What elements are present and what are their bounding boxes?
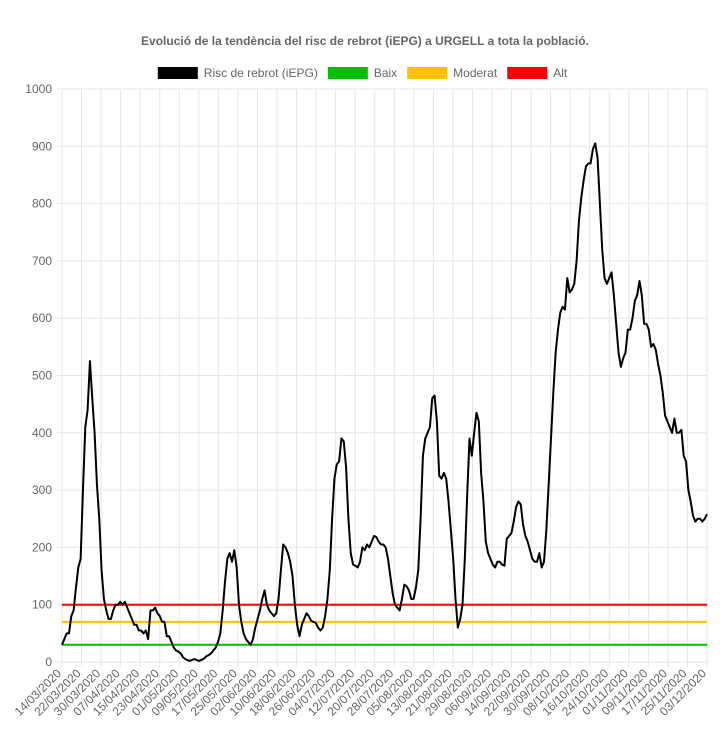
y-tick-label: 1000: [25, 82, 52, 96]
y-tick-label: 600: [32, 311, 52, 325]
chart-title: Evolució de la tendència del risc de reb…: [141, 34, 589, 48]
y-tick-label: 700: [32, 254, 52, 268]
y-tick-label: 100: [32, 598, 52, 612]
y-tick-label: 0: [45, 655, 52, 669]
y-tick-label: 800: [32, 197, 52, 211]
legend-label: Moderat: [453, 66, 498, 80]
y-tick-label: 500: [32, 369, 52, 383]
y-tick-label: 400: [32, 426, 52, 440]
y-tick-label: 300: [32, 483, 52, 497]
legend-swatch: [157, 67, 198, 79]
y-tick-label: 900: [32, 139, 52, 153]
legend: Risc de rebrot (iEPG) Baix Moderat Alt: [157, 66, 568, 80]
y-tick-label: 200: [32, 540, 52, 554]
legend-swatch: [507, 67, 548, 79]
legend-label: Baix: [374, 66, 397, 80]
grid: [57, 88, 708, 667]
series-lines: [61, 142, 708, 662]
legend-swatch: [407, 67, 448, 79]
y-axis-ticks: 0 100 200 300 400 500 600 700 800 900 1000: [25, 82, 52, 669]
threshold-lines: [62, 603, 707, 646]
series-line-iepg: [61, 142, 708, 662]
legend-label: Risc de rebrot (iEPG): [204, 66, 318, 80]
legend-label: Alt: [553, 66, 568, 80]
legend-swatch: [327, 67, 368, 79]
x-axis-ticks: 14/03/202022/03/202030/03/202007/04/2020…: [12, 666, 710, 719]
